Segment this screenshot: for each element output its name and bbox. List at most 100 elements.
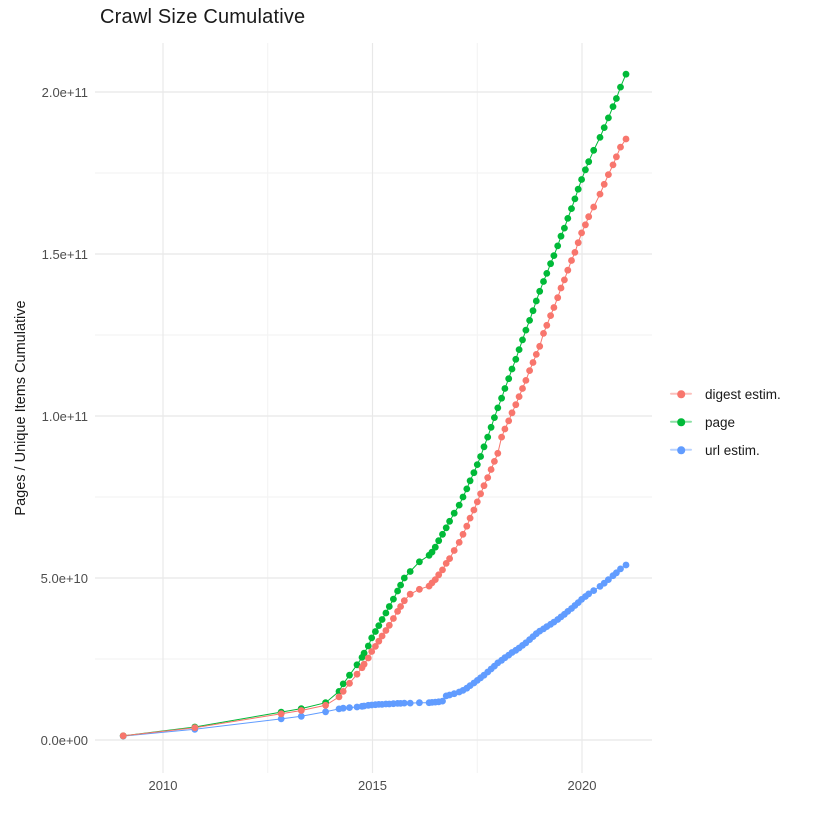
data-point <box>617 143 624 151</box>
data-point <box>508 409 516 417</box>
data-point <box>529 359 537 366</box>
data-point <box>394 587 401 595</box>
data-point <box>382 627 390 634</box>
y-tick-label: 5.0e+10 <box>40 570 88 586</box>
data-point <box>571 249 579 256</box>
data-point <box>582 221 589 229</box>
data-point <box>450 509 458 517</box>
data-point <box>574 239 582 247</box>
data-point <box>346 671 353 679</box>
data-point <box>605 114 612 122</box>
legend-item-url-estim: url estim. <box>668 436 760 464</box>
data-point <box>554 242 562 250</box>
data-point <box>297 707 305 714</box>
data-point <box>515 393 523 400</box>
data-point <box>550 304 558 311</box>
legend-point-icon <box>677 418 685 426</box>
data-point <box>609 161 617 169</box>
legend-item-page: page <box>668 408 735 436</box>
data-point <box>585 213 593 221</box>
data-point <box>526 317 533 324</box>
data-point <box>522 326 530 334</box>
data-point <box>463 485 471 493</box>
data-point <box>498 433 505 441</box>
legend-label: digest estim. <box>705 386 781 402</box>
data-point <box>400 597 408 605</box>
x-tick-label: 2010 <box>148 778 178 793</box>
data-point <box>498 394 505 402</box>
data-point <box>590 146 598 154</box>
data-point <box>191 724 199 732</box>
data-point <box>494 404 502 412</box>
data-point <box>322 701 329 709</box>
data-point <box>564 215 572 222</box>
data-point <box>466 477 474 485</box>
data-point <box>416 699 423 707</box>
data-point <box>459 493 467 501</box>
data-point <box>622 135 630 143</box>
data-point <box>442 560 450 567</box>
data-point <box>477 453 484 460</box>
data-point <box>364 642 372 650</box>
data-point <box>519 336 526 344</box>
data-point <box>450 547 458 554</box>
data-point <box>536 342 544 350</box>
data-point <box>484 433 492 441</box>
data-point <box>600 124 608 131</box>
data-point <box>390 595 397 603</box>
data-point <box>431 576 439 583</box>
data-point <box>406 699 414 707</box>
data-point <box>339 680 347 688</box>
data-point <box>512 355 520 363</box>
legend-point-icon <box>677 390 685 398</box>
data-point <box>119 732 127 740</box>
data-point <box>578 176 585 183</box>
data-point <box>360 649 368 657</box>
data-point <box>277 710 285 718</box>
data-point <box>568 257 575 264</box>
data-point <box>416 585 423 593</box>
data-point <box>477 490 484 498</box>
data-point <box>505 375 513 383</box>
data-point <box>540 330 547 337</box>
data-point <box>446 517 453 525</box>
data-point <box>605 171 612 179</box>
data-point <box>416 558 423 566</box>
data-point <box>406 590 414 598</box>
y-tick-label: 0.0e+00 <box>40 732 88 748</box>
data-point <box>400 699 408 707</box>
data-point <box>568 205 575 213</box>
data-point <box>512 401 520 409</box>
data-point <box>596 190 604 198</box>
x-tick-label: 2020 <box>567 778 597 793</box>
data-point <box>501 425 509 433</box>
legend-key-digest <box>668 380 694 408</box>
data-point <box>473 498 481 506</box>
data-point <box>515 346 523 353</box>
data-point <box>547 260 554 268</box>
data-point <box>543 270 551 277</box>
data-point <box>297 712 305 720</box>
data-point <box>335 693 343 701</box>
data-point <box>547 312 554 319</box>
data-point <box>613 95 620 102</box>
data-point <box>353 670 361 678</box>
legend-label: page <box>705 414 736 430</box>
data-point <box>582 166 589 174</box>
data-point <box>505 417 513 425</box>
data-point <box>446 555 453 562</box>
data-point <box>368 634 376 642</box>
y-tick-label: 1.5e+11 <box>41 246 88 262</box>
data-point <box>522 377 530 384</box>
data-point <box>431 543 439 551</box>
legend-item-digest-estim: digest estim. <box>668 380 781 408</box>
data-point <box>372 643 379 650</box>
data-point <box>339 704 347 712</box>
data-point <box>519 385 526 392</box>
data-point <box>564 266 572 274</box>
data-point <box>463 522 471 530</box>
data-point <box>277 715 285 723</box>
data-point <box>397 603 404 610</box>
x-tick-label: 2015 <box>358 778 387 793</box>
